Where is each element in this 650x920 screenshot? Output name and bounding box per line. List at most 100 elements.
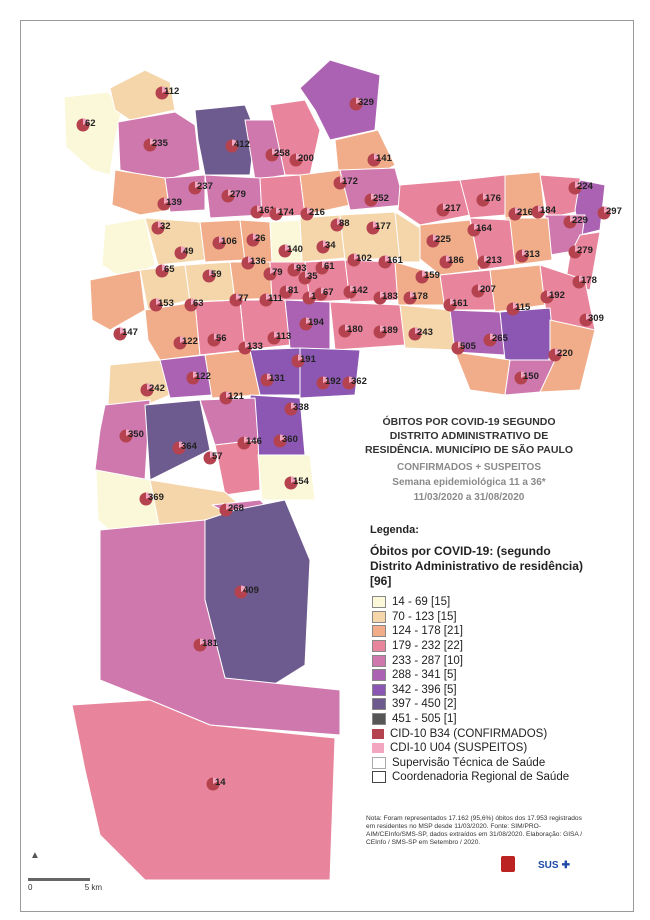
district-value-label: 81 bbox=[288, 285, 299, 296]
suspected-pie-slice bbox=[490, 333, 496, 340]
scale-bar-line bbox=[28, 878, 90, 881]
suspected-pie-slice bbox=[579, 275, 585, 282]
district-marker: 176 bbox=[476, 193, 501, 207]
suspected-pie-slice bbox=[280, 434, 286, 441]
suspected-pie-slice bbox=[307, 207, 313, 214]
district-marker: 61 bbox=[315, 261, 335, 275]
district-marker: 35 bbox=[298, 271, 318, 285]
district-marker: 242 bbox=[140, 383, 165, 397]
legend-class: 288 - 341 [5] bbox=[372, 668, 592, 683]
suspected-swatch bbox=[372, 743, 384, 754]
district-marker: 200 bbox=[289, 153, 314, 167]
district-marker: 184 bbox=[531, 205, 557, 219]
district-value-label: 142 bbox=[352, 285, 368, 296]
prefeitura-logo bbox=[488, 856, 528, 872]
region bbox=[71, 699, 336, 881]
region bbox=[299, 59, 381, 141]
district-value-label: 164 bbox=[476, 223, 493, 234]
suspected-pie-slice bbox=[298, 354, 304, 361]
district-marker: 297 bbox=[597, 206, 622, 220]
district-marker: 364 bbox=[172, 441, 198, 455]
district-marker: 279 bbox=[568, 245, 593, 259]
district-marker: 122 bbox=[186, 371, 211, 385]
suspected-pie-slice bbox=[433, 234, 439, 241]
district-value-label: 141 bbox=[376, 153, 393, 164]
district-marker: 313 bbox=[515, 249, 540, 263]
suspected-pie-slice bbox=[267, 373, 273, 380]
suspected-pie-slice bbox=[150, 138, 156, 145]
district-value-label: 180 bbox=[347, 324, 363, 335]
district-value-label: 150 bbox=[523, 371, 539, 382]
district-value-label: 159 bbox=[424, 270, 440, 281]
district-value-label: 133 bbox=[247, 341, 263, 352]
suspected-pie-slice bbox=[158, 221, 164, 228]
suspected-pie-slice bbox=[385, 255, 391, 262]
confirmed-swatch bbox=[372, 728, 384, 739]
district-value-label: 237 bbox=[197, 181, 213, 192]
suspected-pie-slice bbox=[209, 269, 215, 276]
district-value-label: 313 bbox=[524, 249, 540, 260]
district-marker: 88 bbox=[330, 218, 350, 232]
suspected-pie-slice bbox=[162, 86, 168, 93]
legend-coordination: Coordenadoria Regional de Saúde bbox=[372, 770, 592, 785]
district-value-label: 505 bbox=[460, 341, 477, 352]
region bbox=[111, 169, 171, 216]
district-marker: 113 bbox=[267, 331, 291, 345]
legend-class-swatch bbox=[372, 640, 386, 653]
suspected-pie-slice bbox=[443, 203, 449, 210]
suspected-pie-slice bbox=[446, 255, 452, 262]
district-marker: 159 bbox=[415, 270, 440, 284]
district-value-label: 216 bbox=[517, 207, 533, 218]
region bbox=[107, 359, 171, 411]
legend-class-swatch bbox=[372, 698, 386, 711]
district-value-label: 350 bbox=[128, 429, 144, 440]
suspected-pie-slice bbox=[337, 218, 343, 225]
district-marker: 362 bbox=[342, 376, 367, 390]
suspected-pie-slice bbox=[147, 383, 153, 390]
suspected-pie-slice bbox=[371, 193, 377, 200]
suspected-pie-slice bbox=[162, 264, 168, 271]
suspected-pie-slice bbox=[474, 223, 480, 230]
suspected-pie-slice bbox=[296, 153, 302, 160]
suspected-pie-slice bbox=[322, 261, 328, 268]
district-value-label: 61 bbox=[324, 261, 335, 272]
suspected-pie-slice bbox=[195, 181, 201, 188]
district-marker: 141 bbox=[367, 153, 393, 167]
district-value-label: 35 bbox=[307, 271, 318, 282]
suspected-pie-slice bbox=[200, 638, 206, 645]
legend-subtitle: Óbitos por COVID-19: (segundo Distrito A… bbox=[370, 544, 583, 588]
suspected-pie-slice bbox=[291, 402, 297, 409]
district-marker: 154 bbox=[284, 476, 310, 490]
region bbox=[504, 359, 556, 396]
suspected-pie-slice bbox=[415, 327, 421, 334]
legend-cid-confirmed-label: CID-10 B34 (CONFIRMADOS) bbox=[390, 727, 548, 740]
suspected-pie-slice bbox=[350, 285, 356, 292]
suspected-pie-slice bbox=[213, 777, 219, 784]
source-note: Nota: Foram representados 17.162 (95,6%)… bbox=[366, 815, 583, 846]
district-value-label: 243 bbox=[417, 327, 433, 338]
district-value-label: 161 bbox=[387, 255, 404, 266]
district-marker: 131 bbox=[260, 373, 286, 387]
region bbox=[89, 269, 146, 331]
region bbox=[454, 351, 511, 396]
region bbox=[397, 179, 471, 226]
district-marker: 220 bbox=[548, 348, 573, 362]
legend-class-swatch bbox=[372, 596, 386, 609]
district-value-label: 139 bbox=[166, 197, 182, 208]
district-value-label: 174 bbox=[278, 207, 295, 218]
suspected-pie-slice bbox=[291, 476, 297, 483]
district-marker: 217 bbox=[436, 203, 461, 217]
district-marker: 183 bbox=[373, 291, 398, 305]
suspected-pie-slice bbox=[272, 148, 278, 155]
suspected-pie-slice bbox=[253, 233, 259, 240]
region bbox=[63, 91, 123, 176]
district-value-label: 309 bbox=[588, 313, 604, 324]
district-marker: 56 bbox=[207, 333, 227, 347]
district-value-label: 338 bbox=[293, 402, 309, 413]
district-marker: 174 bbox=[269, 207, 295, 221]
suspected-pie-slice bbox=[575, 181, 581, 188]
suspected-pie-slice bbox=[521, 371, 527, 378]
map-title: ÓBITOS POR COVID-19 SEGUNDO DISTRITO ADM… bbox=[360, 415, 578, 504]
legend-class-swatch bbox=[372, 610, 386, 623]
district-marker: 329 bbox=[349, 97, 374, 111]
